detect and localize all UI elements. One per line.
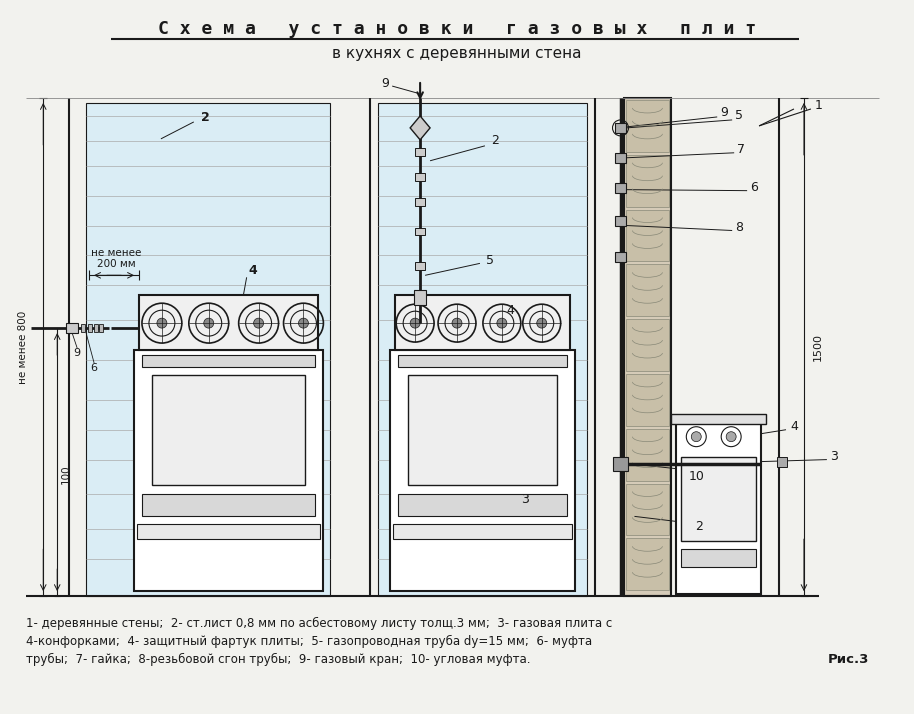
Bar <box>777 457 787 466</box>
Bar <box>395 296 569 350</box>
Text: 7: 7 <box>737 144 745 156</box>
Text: 9: 9 <box>74 348 80 358</box>
Bar <box>626 264 669 316</box>
Text: 3: 3 <box>830 450 838 463</box>
Bar <box>399 495 567 516</box>
Bar <box>681 457 756 541</box>
Text: 4: 4 <box>249 264 257 277</box>
Bar <box>624 98 672 596</box>
Text: 2: 2 <box>201 111 210 124</box>
Text: 6: 6 <box>90 363 98 373</box>
Circle shape <box>452 318 462 328</box>
Bar <box>399 355 567 367</box>
Bar <box>415 262 425 271</box>
Bar <box>415 198 425 206</box>
Text: в кухнях с деревянными стена: в кухнях с деревянными стена <box>333 46 581 61</box>
Bar <box>626 538 669 590</box>
Text: 3: 3 <box>521 493 528 506</box>
Text: 5: 5 <box>486 254 494 267</box>
Circle shape <box>253 318 263 328</box>
Circle shape <box>410 318 420 328</box>
Bar <box>626 374 669 426</box>
Text: 100: 100 <box>61 465 71 484</box>
Bar <box>681 549 756 567</box>
Text: трубы;  7- гайка;  8-резьбовой сгон трубы;  9- газовый кран;  10- угловая муфта.: трубы; 7- гайка; 8-резьбовой сгон трубы;… <box>27 653 531 666</box>
Bar <box>94 324 98 332</box>
Bar <box>414 291 426 305</box>
Text: 4-конфорками;  4- защитный фартук плиты;  5- газопроводная труба dy=15 мм;  6- м: 4-конфорками; 4- защитный фартук плиты; … <box>27 635 592 648</box>
Bar <box>614 183 626 193</box>
Text: 1500: 1500 <box>813 333 823 361</box>
Bar <box>626 483 669 536</box>
Text: 5: 5 <box>735 109 743 122</box>
Bar <box>134 350 324 591</box>
Text: 2: 2 <box>491 134 499 147</box>
Text: 1: 1 <box>815 99 823 113</box>
Bar <box>676 422 761 594</box>
Bar <box>415 173 425 181</box>
Circle shape <box>691 432 701 442</box>
Bar <box>614 216 626 226</box>
Bar <box>672 414 766 423</box>
Text: 4: 4 <box>506 303 514 317</box>
Bar <box>137 524 321 539</box>
Text: 10: 10 <box>688 470 704 483</box>
Bar <box>99 324 103 332</box>
Circle shape <box>204 318 214 328</box>
Bar <box>409 375 557 485</box>
Text: не менее
200 мм: не менее 200 мм <box>90 248 142 269</box>
Text: 9: 9 <box>381 76 389 89</box>
Bar <box>612 457 629 471</box>
Bar <box>626 319 669 371</box>
Text: 6: 6 <box>750 181 758 194</box>
Bar <box>626 428 669 481</box>
Text: 8: 8 <box>735 221 743 234</box>
Bar <box>626 210 669 261</box>
Bar <box>390 350 575 591</box>
Polygon shape <box>410 116 430 140</box>
Circle shape <box>299 318 308 328</box>
Bar <box>86 103 330 596</box>
Circle shape <box>157 318 167 328</box>
Bar <box>614 123 626 133</box>
Circle shape <box>727 432 736 442</box>
Bar <box>66 323 79 333</box>
Bar <box>614 253 626 262</box>
Bar <box>142 355 315 367</box>
Bar <box>88 324 92 332</box>
Bar <box>139 296 318 350</box>
Bar <box>626 100 669 152</box>
Bar <box>415 228 425 236</box>
Text: 9: 9 <box>720 106 728 119</box>
Text: 4: 4 <box>790 421 798 433</box>
Text: 2: 2 <box>696 520 703 533</box>
Bar <box>81 324 85 332</box>
Bar <box>626 155 669 206</box>
Text: Рис.3: Рис.3 <box>827 653 868 666</box>
Bar <box>393 524 571 539</box>
Circle shape <box>497 318 507 328</box>
Bar <box>415 148 425 156</box>
Text: 1- деревянные стены;  2- ст.лист 0,8 мм по асбестовому листу толщ.3 мм;  3- газо: 1- деревянные стены; 2- ст.лист 0,8 мм п… <box>27 617 612 630</box>
Bar <box>142 495 315 516</box>
Bar <box>152 375 305 485</box>
Bar <box>378 103 587 596</box>
Text: С х е м а   у с т а н о в к и   г а з о в ы х   п л и т: С х е м а у с т а н о в к и г а з о в ы … <box>158 20 756 39</box>
Bar <box>614 153 626 163</box>
Circle shape <box>537 318 547 328</box>
Text: не менее 800: не менее 800 <box>18 311 28 383</box>
